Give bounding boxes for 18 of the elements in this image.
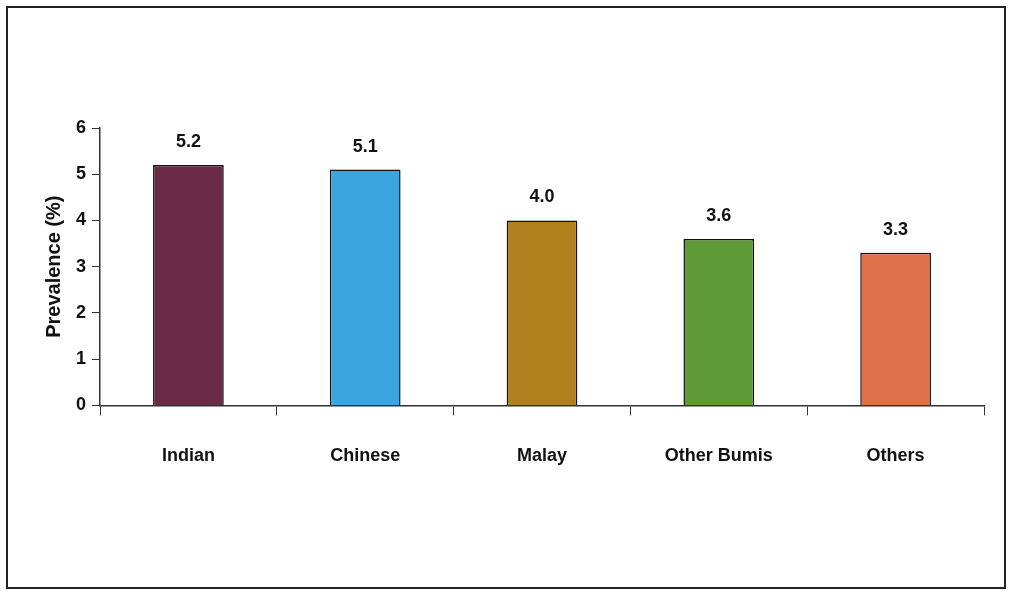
y-tick-label: 6 — [76, 116, 87, 137]
x-tick-label: Chinese — [330, 445, 401, 466]
y-tick-label: 2 — [76, 301, 87, 322]
x-tick-label: Others — [866, 445, 925, 466]
data-label: 5.2 — [175, 130, 201, 151]
y-tick-label: 4 — [76, 209, 87, 230]
x-tick-label: Other Bumis — [664, 445, 773, 466]
data-label: 5.1 — [352, 135, 378, 156]
y-tick-label: 3 — [76, 255, 87, 276]
data-label: 3.6 — [706, 204, 732, 225]
x-tick-label: Malay — [516, 445, 568, 466]
y-tick-label: 5 — [76, 163, 87, 184]
x-tick-label: Indian — [161, 445, 215, 466]
y-tick-label: 1 — [76, 348, 87, 369]
data-label: 4.0 — [529, 186, 555, 207]
y-axis-title: Prevalence (%) — [41, 195, 64, 338]
y-tick-label: 0 — [76, 394, 87, 415]
data-label: 3.3 — [883, 218, 909, 239]
